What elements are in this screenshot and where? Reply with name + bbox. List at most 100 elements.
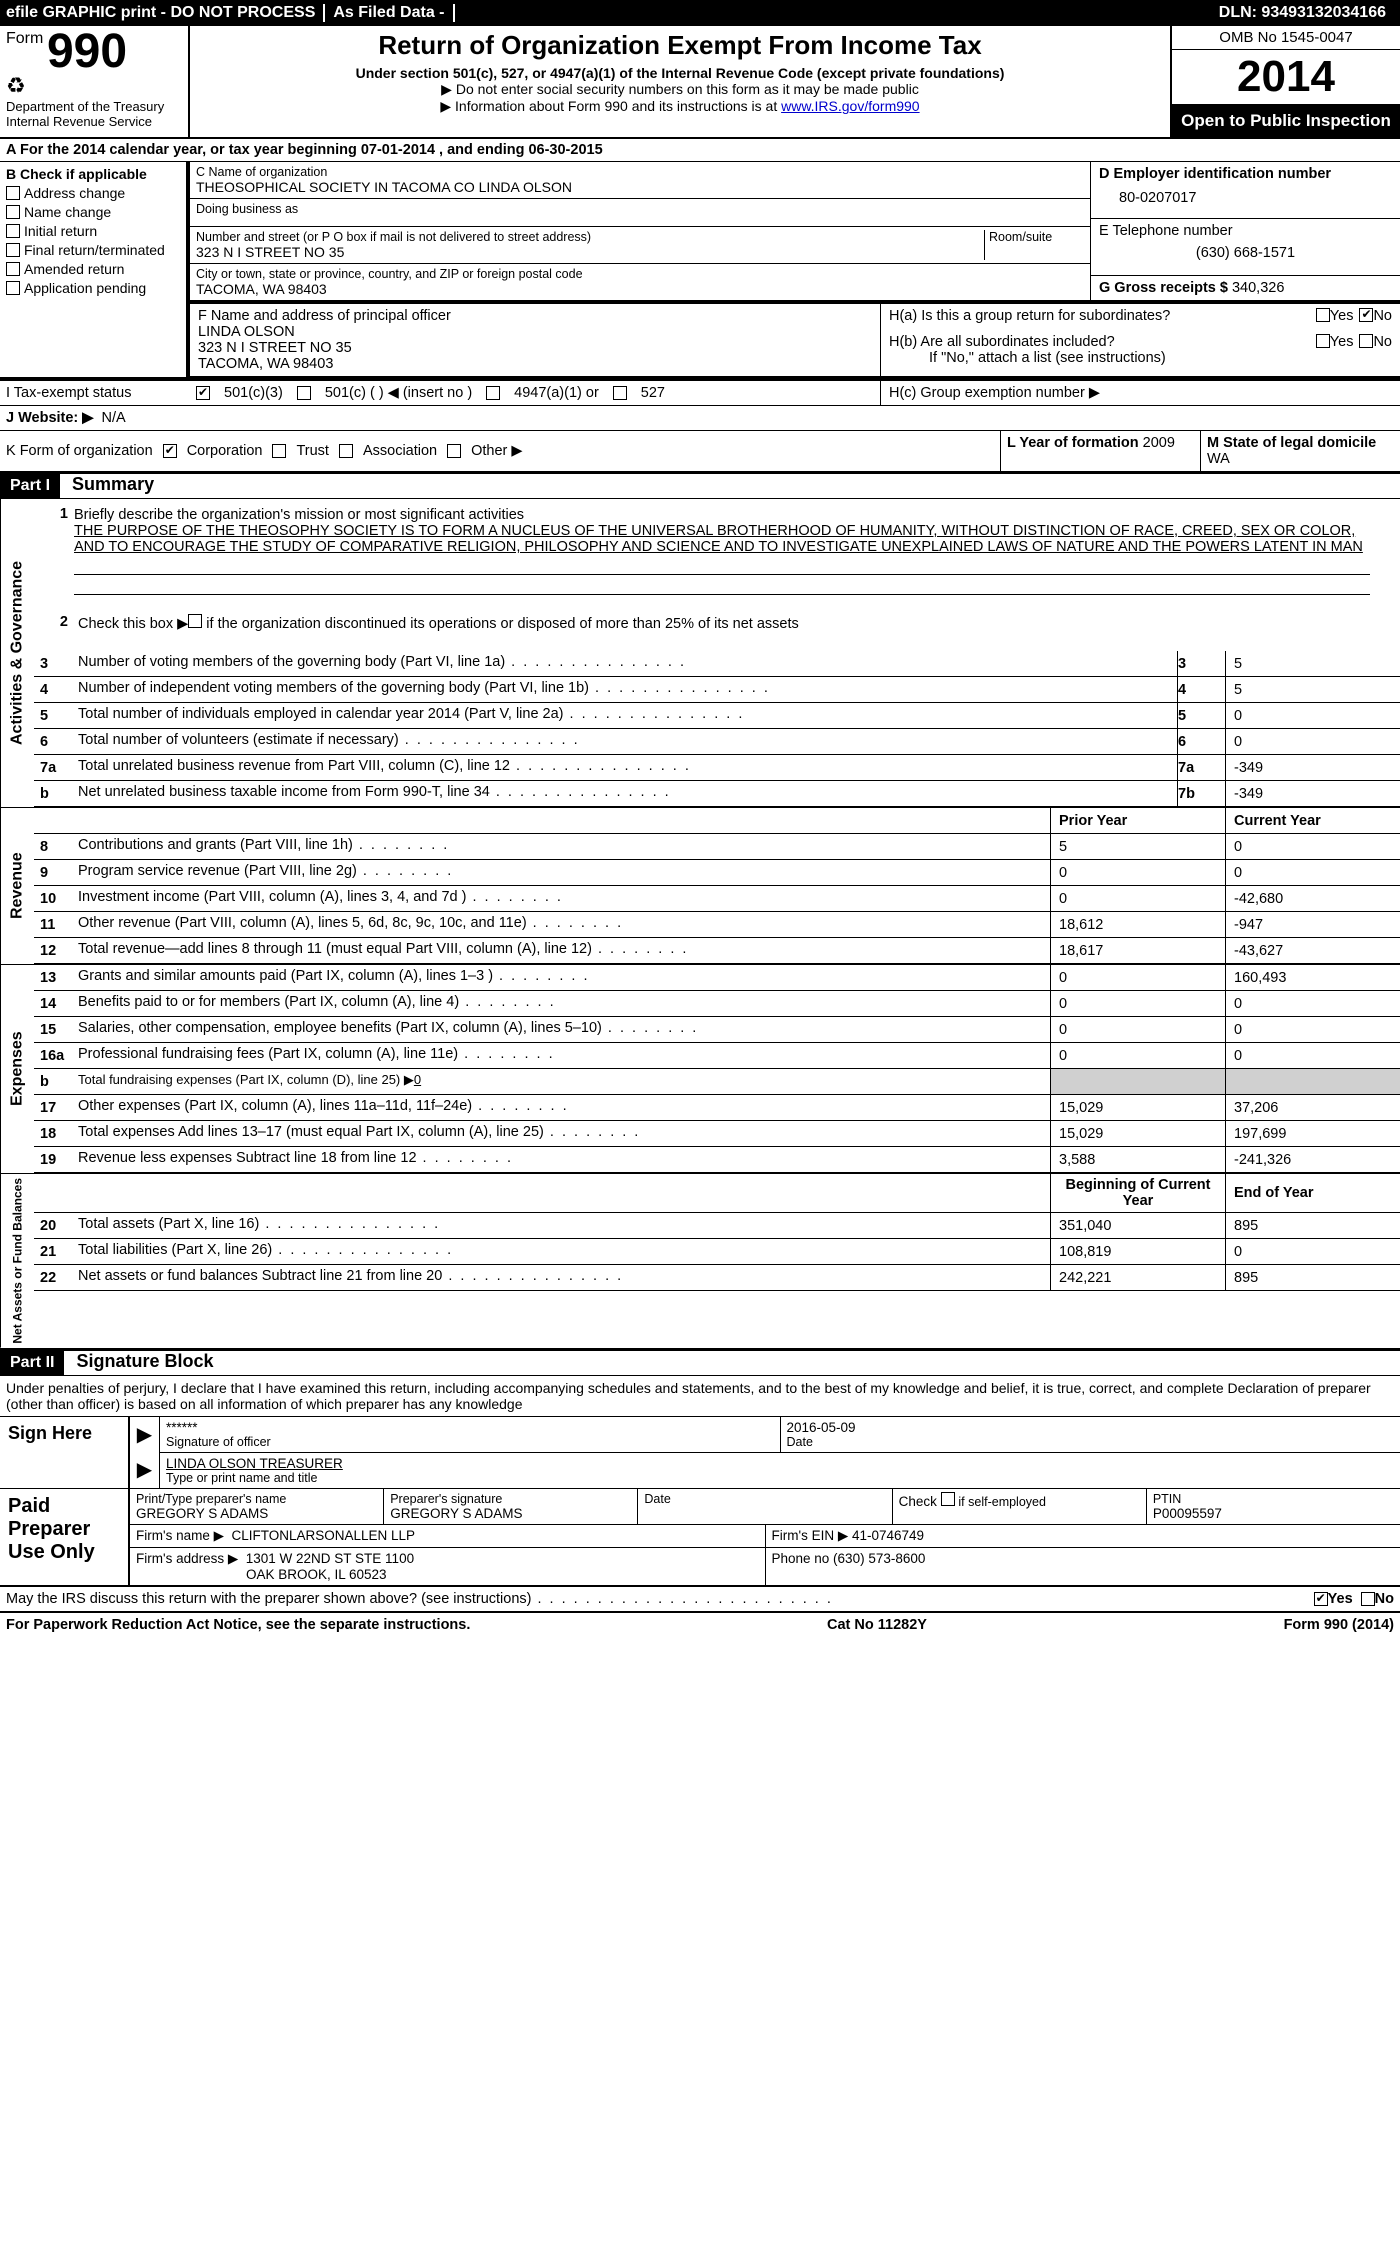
ein-value: 80-0207017 <box>1099 182 1392 206</box>
prior-12: 18,617 <box>1050 938 1225 963</box>
paid-preparer-block: Paid Preparer Use Only Print/Type prepar… <box>0 1489 1400 1587</box>
paperwork-notice: For Paperwork Reduction Act Notice, see … <box>6 1617 470 1633</box>
revenue-line-11: 11 Other revenue (Part VIII, column (A),… <box>34 912 1400 938</box>
section-d-ein: D Employer identification number 80-0207… <box>1090 162 1400 304</box>
prior-16a: 0 <box>1050 1043 1225 1068</box>
revenue-header-row: Prior Year Current Year <box>34 808 1400 834</box>
form-subtitle-3: ▶ Information about Form 990 and its ins… <box>200 98 1160 115</box>
state-domicile: WA <box>1207 451 1230 467</box>
form-id-block: Form 990 ♻ Department of the Treasury In… <box>0 26 190 137</box>
chk-application-pending[interactable]: Application pending <box>6 280 180 296</box>
chk-discontinued[interactable] <box>188 614 202 628</box>
summary-line-b: b Net unrelated business taxable income … <box>34 781 1400 807</box>
org-name: THEOSOPHICAL SOCIETY IN TACOMA CO LINDA … <box>196 179 1084 195</box>
part-ii-header: Part II Signature Block <box>0 1350 1400 1376</box>
value-5: 0 <box>1225 703 1400 728</box>
part-i-header: Part I Summary <box>0 473 1400 499</box>
chk-501c3[interactable] <box>196 386 210 400</box>
chk-trust[interactable] <box>272 444 286 458</box>
prior-18: 15,029 <box>1050 1121 1225 1146</box>
discuss-yes[interactable] <box>1314 1592 1328 1606</box>
current-11: -947 <box>1225 912 1400 937</box>
form-year-block: OMB No 1545-0047 2014 Open to Public Ins… <box>1170 26 1400 137</box>
firm-ein: 41-0746749 <box>852 1528 924 1543</box>
vlabel-net-assets: Net Assets or Fund Balances <box>0 1174 34 1348</box>
prior-17: 15,029 <box>1050 1095 1225 1120</box>
h-a-text: H(a) Is this a group return for subordin… <box>889 308 1316 324</box>
chk-final-return[interactable]: Final return/terminated <box>6 242 180 258</box>
beginning-21: 108,819 <box>1050 1239 1225 1264</box>
chk-name-change[interactable]: Name change <box>6 204 180 220</box>
chk-address-change[interactable]: Address change <box>6 185 180 201</box>
section-b-hdr: B Check if applicable <box>6 166 180 182</box>
end-20: 895 <box>1225 1213 1400 1238</box>
section-b-checkboxes: B Check if applicable Address change Nam… <box>0 162 190 377</box>
current-16a: 0 <box>1225 1043 1400 1068</box>
h-b-note: If "No," attach a list (see instructions… <box>889 350 1392 366</box>
net-assets-section: Net Assets or Fund Balances Beginning of… <box>0 1174 1400 1350</box>
city-cell: City or town, state or province, country… <box>190 264 1090 304</box>
revenue-section: Revenue Prior Year Current Year 8 Contri… <box>0 808 1400 965</box>
h-b-yes[interactable] <box>1316 334 1330 348</box>
current-10: -42,680 <box>1225 886 1400 911</box>
expense-line-b: b Total fundraising expenses (Part IX, c… <box>34 1069 1400 1095</box>
chk-initial-return[interactable]: Initial return <box>6 223 180 239</box>
h-b-text: H(b) Are all subordinates included? <box>889 334 1316 350</box>
form-subtitle-2: ▶ Do not enter social security numbers o… <box>200 81 1160 98</box>
phone-cell: E Telephone number (630) 668-1571 <box>1091 219 1400 276</box>
gross-receipts-cell: G Gross receipts $ 340,326 <box>1091 276 1400 304</box>
website-value: N/A <box>102 410 126 426</box>
h-a-no[interactable] <box>1359 308 1373 322</box>
sign-arrow-icon: ▶ <box>137 1422 152 1447</box>
mission-block: Briefly describe the organization's miss… <box>74 503 1400 599</box>
col-current-year: Current Year <box>1225 808 1400 833</box>
expense-line-17: 17 Other expenses (Part IX, column (A), … <box>34 1095 1400 1121</box>
open-inspection: Open to Public Inspection <box>1172 105 1400 137</box>
summary-line-6: 6 Total number of volunteers (estimate i… <box>34 729 1400 755</box>
expense-line-14: 14 Benefits paid to or for members (Part… <box>34 991 1400 1017</box>
h-b-no[interactable] <box>1359 334 1373 348</box>
chk-amended-return[interactable]: Amended return <box>6 261 180 277</box>
chk-527[interactable] <box>613 386 627 400</box>
current-19: -241,326 <box>1225 1147 1400 1172</box>
h-a-yes[interactable] <box>1316 308 1330 322</box>
current-18: 197,699 <box>1225 1121 1400 1146</box>
officer-addr1: 323 N I STREET NO 35 <box>198 340 872 356</box>
line-2: Check this box ▶ if the organization dis… <box>74 611 1400 635</box>
section-f-officer: F Name and address of principal officer … <box>190 304 880 376</box>
prior-19: 3,588 <box>1050 1147 1225 1172</box>
sign-here-label: Sign Here <box>0 1417 130 1488</box>
chk-self-employed[interactable] <box>941 1492 955 1506</box>
officer-addr2: TACOMA, WA 98403 <box>198 356 872 372</box>
chk-corporation[interactable] <box>163 444 177 458</box>
street-cell: Number and street (or P O box if mail is… <box>190 227 1090 264</box>
expense-line-19: 19 Revenue less expenses Subtract line 1… <box>34 1147 1400 1173</box>
summary-line-3: 3 Number of voting members of the govern… <box>34 651 1400 677</box>
year-formation: 2009 <box>1143 435 1175 451</box>
chk-association[interactable] <box>339 444 353 458</box>
section-i-tax-status: I Tax-exempt status 501(c)(3) 501(c) ( )… <box>0 381 1400 406</box>
firm-address-2: OAK BROOK, IL 60523 <box>136 1567 759 1582</box>
chk-other[interactable] <box>447 444 461 458</box>
form-ref: Form 990 (2014) <box>1284 1617 1394 1633</box>
value-b: -349 <box>1225 781 1400 806</box>
dln-text: DLN: 93493132034166 <box>1211 4 1394 22</box>
current-17: 37,206 <box>1225 1095 1400 1120</box>
netassets-line-20: 20 Total assets (Part X, line 16) 351,04… <box>34 1213 1400 1239</box>
officer-printed-name: LINDA OLSON TREASURER <box>166 1456 1394 1471</box>
section-h: H(a) Is this a group return for subordin… <box>880 304 1400 376</box>
beginning-20: 351,040 <box>1050 1213 1225 1238</box>
irs-link[interactable]: www.IRS.gov/form990 <box>781 98 920 114</box>
activities-governance-section: Activities & Governance 1 Briefly descri… <box>0 499 1400 808</box>
prior-15: 0 <box>1050 1017 1225 1042</box>
gross-receipts: 340,326 <box>1232 280 1284 296</box>
chk-501c[interactable] <box>297 386 311 400</box>
header-info-block: B Check if applicable Address change Nam… <box>0 162 1400 381</box>
discuss-no[interactable] <box>1361 1592 1375 1606</box>
netassets-line-22: 22 Net assets or fund balances Subtract … <box>34 1265 1400 1291</box>
vlabel-revenue: Revenue <box>0 808 34 964</box>
ein-cell: D Employer identification number 80-0207… <box>1091 162 1400 219</box>
current-13: 160,493 <box>1225 965 1400 990</box>
chk-4947[interactable] <box>486 386 500 400</box>
section-klm: K Form of organization Corporation Trust… <box>0 431 1400 473</box>
